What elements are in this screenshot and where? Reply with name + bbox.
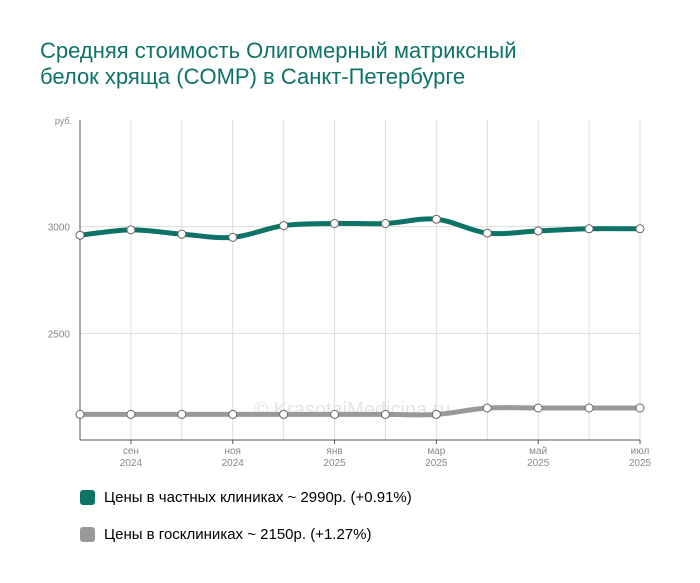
y-axis-unit-label: руб. <box>55 116 72 126</box>
x-tick-label-year: 2025 <box>527 458 550 469</box>
data-point-1 <box>228 409 238 419</box>
data-point-1 <box>330 409 340 419</box>
x-tick-label-month: ноя <box>224 446 241 457</box>
data-point-1 <box>482 403 492 413</box>
data-point-0 <box>126 225 136 235</box>
data-point-0 <box>330 218 340 228</box>
x-tick-label-year: 2025 <box>425 458 448 469</box>
data-point-1 <box>635 403 645 413</box>
x-tick-label-month: мар <box>427 446 445 457</box>
data-point-0 <box>635 224 645 234</box>
data-point-1 <box>75 409 85 419</box>
data-point-1 <box>177 409 187 419</box>
x-tick-label-month: сен <box>123 446 139 457</box>
data-point-1 <box>431 409 441 419</box>
chart-title-line-2: белок хряща (COMP) в Санкт-Петербурге <box>40 64 466 89</box>
y-tick-label: 2500 <box>48 329 71 340</box>
data-point-0 <box>533 226 543 236</box>
x-tick-label-month: май <box>529 446 547 457</box>
x-tick-label-year: 2024 <box>222 458 245 469</box>
x-tick-label-year: 2025 <box>629 458 652 469</box>
x-tick-label-month: янв <box>326 446 342 457</box>
y-tick-label: 3000 <box>48 223 71 234</box>
legend-swatch-private <box>80 490 95 505</box>
chart-title-line-1: Средняя стоимость Олигомерный матриксный <box>40 38 517 63</box>
data-point-1 <box>126 409 136 419</box>
data-point-0 <box>380 218 390 228</box>
chart-title: Средняя стоимость Олигомерный матриксный… <box>40 38 680 90</box>
series-line-0 <box>77 216 643 241</box>
data-point-0 <box>431 214 441 224</box>
x-tick-label-year: 2024 <box>120 458 143 469</box>
data-point-0 <box>482 228 492 238</box>
data-point-0 <box>279 221 289 231</box>
data-point-0 <box>177 229 187 239</box>
x-tick-label-year: 2025 <box>323 458 346 469</box>
data-point-0 <box>75 230 85 240</box>
data-point-1 <box>380 409 390 419</box>
data-point-0 <box>584 224 594 234</box>
line-chart: 25003000руб.сен2024ноя2024янв2025мар2025… <box>48 116 652 469</box>
x-tick-label-month: июл <box>631 446 650 457</box>
data-point-1 <box>533 403 543 413</box>
data-point-0 <box>228 232 238 242</box>
legend-label-private: Цены в частных клиниках ~ 2990р. (+0.91%… <box>104 489 412 506</box>
data-point-1 <box>584 403 594 413</box>
legend-swatch-public <box>80 527 95 542</box>
legend-label-public: Цены в госклиниках ~ 2150р. (+1.27%) <box>104 526 372 543</box>
data-point-1 <box>279 409 289 419</box>
